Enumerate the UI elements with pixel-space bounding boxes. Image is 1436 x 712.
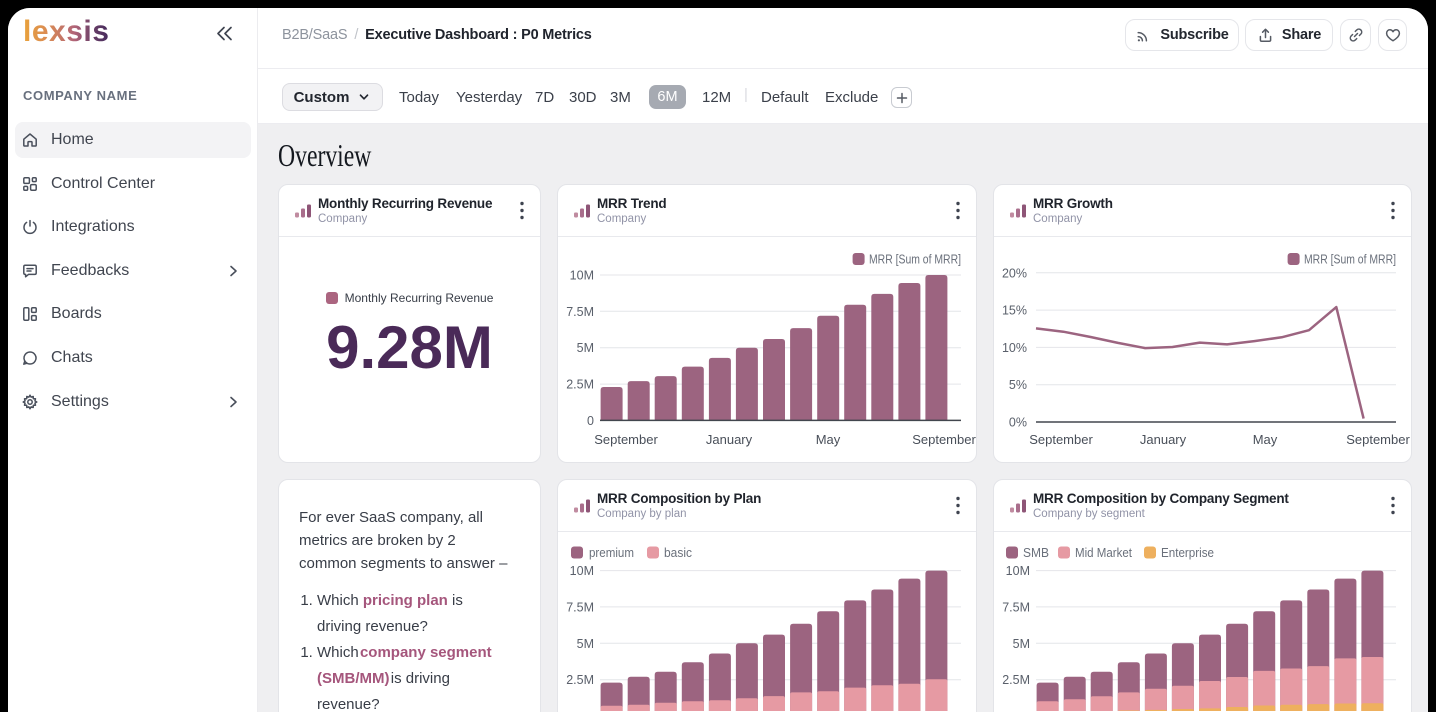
svg-text:5M: 5M (577, 637, 594, 651)
svg-text:September: September (594, 432, 658, 447)
svg-text:Mid Market: Mid Market (1075, 546, 1132, 560)
svg-text:May: May (816, 432, 841, 447)
svg-text:basic: basic (664, 545, 692, 560)
svg-text:20%: 20% (1002, 266, 1027, 280)
svg-text:0%: 0% (1009, 416, 1027, 430)
svg-text:0: 0 (587, 414, 594, 428)
svg-text:2.5M: 2.5M (566, 378, 594, 392)
svg-text:September: September (1346, 432, 1410, 447)
svg-text:SMB: SMB (1023, 546, 1049, 560)
svg-text:January: January (1140, 432, 1187, 447)
svg-text:September: September (1029, 432, 1093, 447)
svg-text:Enterprise: Enterprise (1161, 546, 1214, 560)
svg-text:MRR [Sum of MRR]: MRR [Sum of MRR] (869, 253, 961, 267)
svg-text:10M: 10M (570, 269, 594, 283)
svg-text:May: May (1253, 432, 1278, 447)
svg-text:7.5M: 7.5M (566, 305, 594, 319)
svg-text:MRR [Sum of MRR]: MRR [Sum of MRR] (1304, 253, 1396, 267)
svg-text:10%: 10% (1002, 341, 1027, 355)
svg-text:7.5M: 7.5M (1002, 600, 1030, 614)
svg-text:2.5M: 2.5M (566, 673, 594, 687)
svg-text:7.5M: 7.5M (566, 600, 594, 614)
svg-text:2.5M: 2.5M (1002, 673, 1030, 687)
svg-text:15%: 15% (1002, 304, 1027, 318)
svg-text:January: January (706, 432, 753, 447)
svg-text:5M: 5M (1013, 637, 1030, 651)
svg-text:premium: premium (589, 545, 634, 560)
svg-text:10M: 10M (570, 564, 594, 578)
svg-text:10M: 10M (1006, 564, 1030, 578)
svg-text:5%: 5% (1009, 378, 1027, 392)
svg-text:September: September (912, 432, 976, 447)
svg-text:5M: 5M (577, 341, 594, 355)
